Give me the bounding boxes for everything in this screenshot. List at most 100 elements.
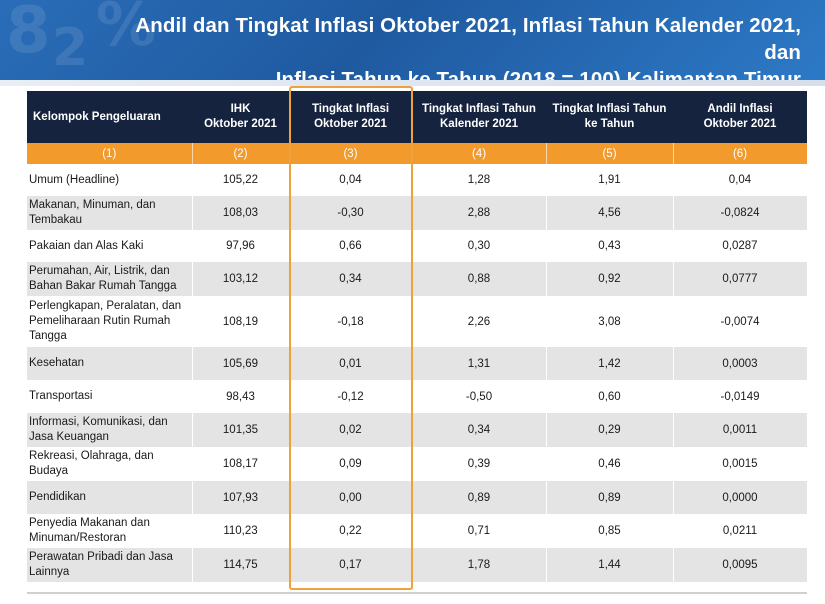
table-cell: 0,02 (289, 413, 413, 447)
table-cell: 1,42 (546, 347, 674, 380)
table-cell: 0,34 (412, 413, 547, 447)
page-title-line-2: Inflasi Tahun ke Tahun (2018 = 100) Kali… (275, 68, 801, 80)
table-cell: 0,43 (546, 230, 674, 262)
table-cell: 0,0000 (673, 481, 808, 514)
row-label: Rekreasi, Olahraga, dan Budaya (27, 447, 193, 481)
column-number: (4) (412, 143, 547, 164)
table-cell: 1,91 (546, 164, 674, 196)
column-number: (1) (27, 143, 193, 164)
page-title-line-1: Andil dan Tingkat Inflasi Oktober 2021, … (135, 14, 801, 64)
row-label: Perumahan, Air, Listrik, dan Bahan Bakar… (27, 262, 193, 296)
table-cell: 108,17 (192, 447, 290, 481)
table-cell: 0,66 (289, 230, 413, 262)
table-cell: 0,30 (412, 230, 547, 262)
column-number-row: (1) (2) (3) (4) (5) (6) (27, 143, 808, 164)
table-cell: 2,26 (412, 296, 547, 347)
table-cell: 108,03 (192, 196, 290, 230)
table-cell: 0,04 (673, 164, 808, 196)
table-cell: 3,08 (546, 296, 674, 347)
row-label: Kesehatan (27, 347, 193, 380)
decorative-number-glyph: 8 (6, 0, 51, 68)
table-cell: 0,0777 (673, 262, 808, 296)
table-cell: 0,0211 (673, 514, 808, 548)
table-row: Perawatan Pribadi dan Jasa Lainnya 114,75… (27, 548, 808, 582)
column-header: Andil Inflasi Oktober 2021 (673, 91, 807, 143)
table-row: Perumahan, Air, Listrik, dan Bahan Bakar… (27, 262, 808, 296)
table-cell: 103,12 (192, 262, 290, 296)
column-header: Tingkat Inflasi Oktober 2021 (289, 91, 412, 143)
table-cell: 1,44 (546, 548, 674, 582)
table-header-row: Kelompok Pengeluaran IHK Oktober 2021 Ti… (27, 91, 807, 143)
table-cell: 98,43 (192, 380, 290, 413)
table-cell: 0,22 (289, 514, 413, 548)
row-label: Perawatan Pribadi dan Jasa Lainnya (27, 548, 193, 582)
table-row: Pakaian dan Alas Kaki 97,96 0,66 0,30 0,43 0,… (27, 230, 808, 262)
table-cell: 0,89 (546, 481, 674, 514)
column-number: (2) (192, 143, 290, 164)
table-cell: 107,93 (192, 481, 290, 514)
row-label: Penyedia Makanan dan Minuman/Restoran (27, 514, 193, 548)
column-number: (3) (289, 143, 413, 164)
banner-divider (0, 80, 825, 86)
table-cell: -0,12 (289, 380, 413, 413)
row-label: Pendidikan (27, 481, 193, 514)
table-cell: 1,78 (412, 548, 547, 582)
table-cell: 4,56 (546, 196, 674, 230)
column-header: Tingkat Inflasi Tahun ke Tahun (546, 91, 673, 143)
column-header-label: Tingkat Inflasi Tahun ke Tahun (552, 103, 667, 130)
row-label: Transportasi (27, 380, 193, 413)
table-cell: 0,04 (289, 164, 413, 196)
column-header-label: Tingkat Inflasi Tahun Kalender 2021 (422, 103, 536, 130)
table-row: Transportasi 98,43 -0,12 -0,50 0,60 -0,0149 (27, 380, 808, 413)
table-cell: 0,29 (546, 413, 674, 447)
row-label: Makanan, Minuman, dan Tembakau (27, 196, 193, 230)
table-cell: 0,85 (546, 514, 674, 548)
table-cell: 0,46 (546, 447, 674, 481)
table-cell: 0,71 (412, 514, 547, 548)
row-label: Umum (Headline) (27, 164, 193, 196)
table-row: Pendidikan 107,93 0,00 0,89 0,89 0,0000 (27, 481, 808, 514)
row-label: Informasi, Komunikasi, dan Jasa Keuangan (27, 413, 193, 447)
table-cell: 0,00 (289, 481, 413, 514)
table-cell: 97,96 (192, 230, 290, 262)
row-label: Perlengkapan, Peralatan, dan Pemeliharaa… (27, 296, 193, 347)
table-row: Perlengkapan, Peralatan, dan Pemeliharaa… (27, 296, 808, 347)
table-cell: -0,0149 (673, 380, 808, 413)
table-cell: 0,0287 (673, 230, 808, 262)
column-number: (5) (546, 143, 674, 164)
table-row: Makanan, Minuman, dan Tembakau 108,03 -0,3… (27, 196, 808, 230)
table-cell: 0,0015 (673, 447, 808, 481)
table-cell: 110,23 (192, 514, 290, 548)
table-row: Informasi, Komunikasi, dan Jasa Keuangan… (27, 413, 808, 447)
table-row: Kesehatan 105,69 0,01 1,31 1,42 0,0003 (27, 347, 808, 380)
table-cell: -0,18 (289, 296, 413, 347)
table-cell: 2,88 (412, 196, 547, 230)
table-cell: 114,75 (192, 548, 290, 582)
table-cell: 105,69 (192, 347, 290, 380)
title-banner: 8 2 % Andil dan Tingkat Inflasi Oktober … (0, 0, 825, 80)
table-cell: 0,60 (546, 380, 674, 413)
table-cell: 0,0003 (673, 347, 808, 380)
table-cell: 1,28 (412, 164, 547, 196)
table-cell: 101,35 (192, 413, 290, 447)
table-cell: 0,17 (289, 548, 413, 582)
decorative-number-glyph: 2 (52, 18, 89, 78)
table-cell: -0,0824 (673, 196, 808, 230)
table-cell: 0,01 (289, 347, 413, 380)
table-cell: 0,39 (412, 447, 547, 481)
table-body: Umum (Headline) 105,22 0,04 1,28 1,91 0,04 Mak… (27, 164, 808, 582)
table-cell: -0,30 (289, 196, 413, 230)
table-cell: 0,92 (546, 262, 674, 296)
table-cell: -0,0074 (673, 296, 808, 347)
column-header-label: Kelompok Pengeluaran (33, 110, 161, 123)
column-header-label: Andil Inflasi Oktober 2021 (703, 103, 777, 130)
table-bottom-rule (27, 592, 807, 594)
table-cell: 0,89 (412, 481, 547, 514)
table-row: Penyedia Makanan dan Minuman/Restoran 110… (27, 514, 808, 548)
page-title: Andil dan Tingkat Inflasi Oktober 2021, … (101, 12, 801, 80)
column-header-label: IHK Oktober 2021 (204, 103, 277, 130)
table-cell: 0,88 (412, 262, 547, 296)
row-label: Pakaian dan Alas Kaki (27, 230, 193, 262)
table-cell: 105,22 (192, 164, 290, 196)
table-row: Rekreasi, Olahraga, dan Budaya 108,17 0,09… (27, 447, 808, 481)
